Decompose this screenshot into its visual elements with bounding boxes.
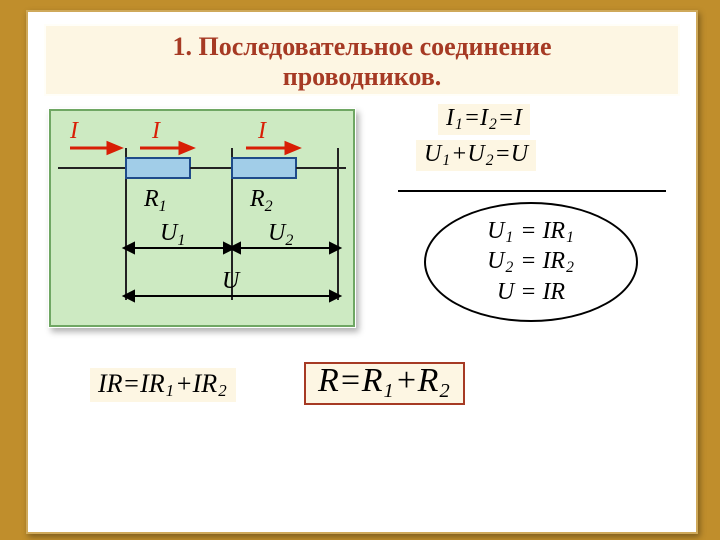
equation-ir-expanded: IR=IR1+IR2: [90, 368, 236, 402]
title-line2: проводников.: [54, 62, 670, 92]
slide-title: 1. Последовательное соединение проводник…: [44, 24, 680, 96]
slide: 1. Последовательное соединение проводник…: [26, 10, 698, 534]
equation-u2: U2 = IR2: [487, 247, 575, 278]
content-area: I I I R1 R2: [28, 104, 696, 524]
title-line1: 1. Последовательное соединение: [54, 32, 670, 62]
equation-result: R=R1+R2: [304, 362, 465, 405]
svg-text:U: U: [222, 268, 241, 294]
equation-u1: U1 = IR1: [487, 217, 575, 248]
svg-text:I: I: [151, 118, 161, 144]
equation-u: U = IR: [497, 278, 565, 307]
equation-current: I1=I2=I: [438, 104, 530, 135]
equation-voltage-sum: U1+U2=U: [416, 140, 536, 171]
svg-text:I: I: [69, 118, 79, 144]
series-circuit-diagram: I I I R1 R2: [48, 108, 356, 333]
divider-line: [398, 190, 666, 192]
ohm-law-ellipse: U1 = IR1 U2 = IR2 U = IR: [424, 202, 638, 322]
svg-text:I: I: [257, 118, 267, 144]
